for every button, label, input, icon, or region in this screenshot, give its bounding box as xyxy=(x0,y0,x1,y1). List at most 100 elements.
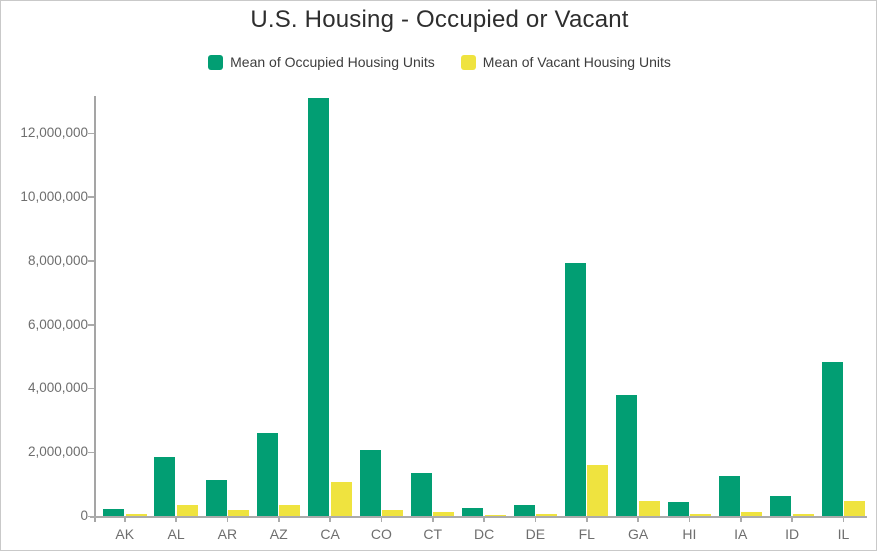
legend-label: Mean of Vacant Housing Units xyxy=(482,54,671,70)
x-axis-label-al: AL xyxy=(167,526,185,542)
bar-group-ga xyxy=(609,96,660,516)
occupied-bar-ia[interactable] xyxy=(718,476,740,516)
x-axis-tick xyxy=(586,517,588,522)
bar-group-al xyxy=(147,96,198,516)
x-axis-tick xyxy=(740,517,742,522)
y-axis-tick xyxy=(88,260,94,262)
x-axis-label-ga: GA xyxy=(627,526,649,542)
occupied-bar-dc[interactable] xyxy=(462,508,484,516)
occupied-bar-ak[interactable] xyxy=(103,509,124,516)
bar-group-il xyxy=(815,96,866,516)
y-axis-tick xyxy=(88,387,94,390)
x-axis-tick xyxy=(175,517,177,522)
vacant-bar-ak[interactable] xyxy=(125,514,147,516)
occupied-bar-az[interactable] xyxy=(256,433,278,516)
bar-group-ct xyxy=(404,96,455,516)
occupied-bar-hi[interactable] xyxy=(667,502,689,516)
bar-group-de xyxy=(507,96,558,516)
vacant-bar-ct[interactable] xyxy=(433,512,455,516)
bar-group-dc xyxy=(455,96,506,516)
x-axis-label-hi: HI xyxy=(682,526,697,542)
x-axis-label-ar: AR xyxy=(217,526,238,542)
bar-group-id xyxy=(763,96,814,516)
x-axis-label-de: DE xyxy=(525,526,546,542)
vacant-bar-ga[interactable] xyxy=(638,501,660,516)
x-axis-tick xyxy=(842,517,845,522)
x-axis-tick xyxy=(534,517,537,522)
plot-area: 0 2,000,000 4,000,000 6,000,000 8,000,000 10,… xyxy=(20,96,867,542)
occupied-bar-al[interactable] xyxy=(154,457,176,516)
y-axis-tick-label: 12,000,000 xyxy=(20,125,88,141)
x-axis-label-id: ID xyxy=(785,526,800,542)
occupied-bar-de[interactable] xyxy=(513,505,535,516)
legend-label: Mean of Occupied Housing Units xyxy=(230,54,435,70)
x-axis-tick xyxy=(688,517,691,522)
occupied-bar-fl[interactable] xyxy=(564,263,586,516)
legend-item-occupied[interactable]: Mean of Occupied Housing Units xyxy=(208,54,435,70)
y-axis-tick-label: 6,000,000 xyxy=(27,316,88,332)
x-axis-label-ak: AK xyxy=(115,526,135,542)
x-axis-label-co: CO xyxy=(370,526,392,542)
occupied-bar-co[interactable] xyxy=(359,450,381,516)
vacant-bar-ia[interactable] xyxy=(741,512,763,516)
bar-group-ak xyxy=(96,96,147,516)
x-axis-label-ct: CT xyxy=(423,526,443,542)
x-axis-tick xyxy=(637,517,639,522)
occupied-bar-ar[interactable] xyxy=(205,480,227,516)
bars-layer xyxy=(96,96,866,516)
vacant-bar-hi[interactable] xyxy=(690,514,712,516)
occupied-bar-ca[interactable] xyxy=(308,98,330,516)
bar-group-fl xyxy=(558,96,609,516)
y-axis-tick-label: 8,000,000 xyxy=(27,252,88,268)
vacant-bar-co[interactable] xyxy=(382,510,404,516)
bar-group-az xyxy=(250,96,301,516)
vacant-swatch-icon xyxy=(460,54,476,70)
x-axis-tick xyxy=(432,517,434,522)
vacant-bar-ar[interactable] xyxy=(228,510,250,516)
vacant-bar-id[interactable] xyxy=(792,514,814,516)
x-axis-tick xyxy=(329,517,331,522)
y-axis-tick xyxy=(88,515,94,517)
occupied-bar-id[interactable] xyxy=(770,496,792,516)
x-axis-tick xyxy=(278,517,280,522)
occupied-bar-il[interactable] xyxy=(821,362,843,516)
y-axis-tick-label: 0 xyxy=(80,508,88,523)
x-axis-line xyxy=(90,516,867,518)
bar-group-co xyxy=(353,96,404,516)
x-axis-label-ca: CA xyxy=(320,526,340,542)
x-axis-tick xyxy=(483,517,485,522)
occupied-bar-ga[interactable] xyxy=(616,395,638,516)
y-axis-tick xyxy=(88,196,94,198)
vacant-bar-dc[interactable] xyxy=(484,515,506,516)
x-axis-label-az: AZ xyxy=(269,526,288,542)
bar-group-ia xyxy=(712,96,763,516)
x-axis-label-dc: DC xyxy=(473,526,495,542)
y-axis-tick xyxy=(88,324,94,326)
legend-item-vacant[interactable]: Mean of Vacant Housing Units xyxy=(460,54,671,70)
vacant-bar-ca[interactable] xyxy=(330,482,352,516)
vacant-bar-az[interactable] xyxy=(279,505,301,516)
y-axis-tick-label: 10,000,000 xyxy=(20,188,88,204)
x-axis-label-il: IL xyxy=(837,526,850,542)
x-axis-tick xyxy=(124,517,126,522)
vacant-bar-fl[interactable] xyxy=(587,465,609,516)
vacant-bar-de[interactable] xyxy=(536,514,558,516)
bar-group-ca xyxy=(301,96,352,516)
legend: Mean of Occupied Housing Units Mean of V… xyxy=(1,54,876,70)
occupied-bar-ct[interactable] xyxy=(410,473,432,516)
chart-title: U.S. Housing - Occupied or Vacant xyxy=(250,6,629,33)
x-axis-label-ia: IA xyxy=(734,526,748,542)
bar-group-hi xyxy=(661,96,712,516)
y-axis-tick xyxy=(88,132,94,135)
y-axis-line xyxy=(94,96,96,522)
y-axis-tick-label: 2,000,000 xyxy=(27,444,88,460)
x-axis-tick xyxy=(791,517,793,522)
occupied-swatch-icon xyxy=(208,54,224,70)
y-axis-tick xyxy=(88,451,94,454)
vacant-bar-il[interactable] xyxy=(844,501,866,516)
vacant-bar-al[interactable] xyxy=(176,505,198,516)
y-axis-tick-label: 4,000,000 xyxy=(27,380,88,396)
x-axis-label-fl: FL xyxy=(578,526,595,542)
x-axis-tick xyxy=(226,517,229,522)
